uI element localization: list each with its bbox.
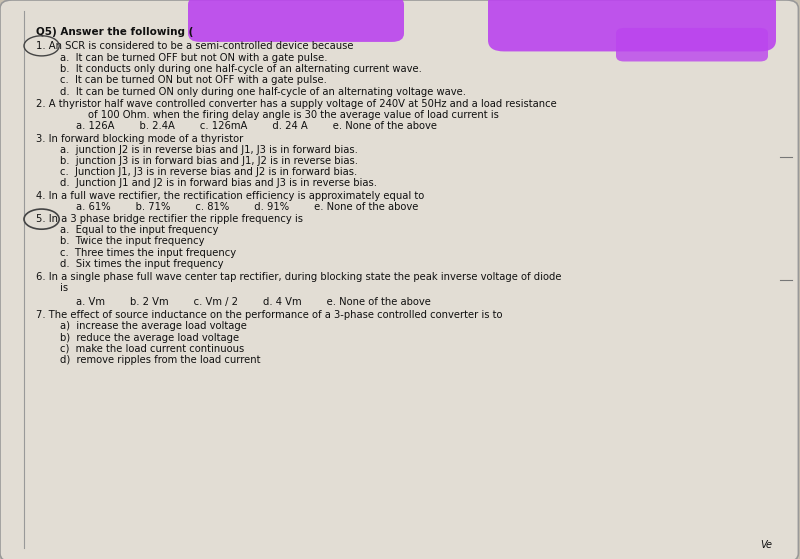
Text: 1. An SCR is considered to be a semi-controlled device because: 1. An SCR is considered to be a semi-con… — [36, 41, 354, 51]
Text: b)  reduce the average load voltage: b) reduce the average load voltage — [60, 333, 239, 343]
Text: c.  Three times the input frequency: c. Three times the input frequency — [60, 248, 236, 258]
Text: a.  junction J2 is in reverse bias and J1, J3 is in forward bias.: a. junction J2 is in reverse bias and J1… — [60, 145, 358, 155]
Text: a. Vm        b. 2 Vm        c. Vm / 2        d. 4 Vm        e. None of the above: a. Vm b. 2 Vm c. Vm / 2 d. 4 Vm e. None … — [76, 297, 431, 307]
Text: a. 61%        b. 71%        c. 81%        d. 91%        e. None of the above: a. 61% b. 71% c. 81% d. 91% e. None of t… — [76, 202, 418, 212]
Text: d.  Six times the input frequency: d. Six times the input frequency — [60, 259, 223, 269]
Text: b.  Twice the input frequency: b. Twice the input frequency — [60, 236, 205, 247]
Text: b.  It conducts only during one half-cycle of an alternating current wave.: b. It conducts only during one half-cycl… — [60, 64, 422, 74]
Text: 2. A thyristor half wave controlled converter has a supply voltage of 240V at 50: 2. A thyristor half wave controlled conv… — [36, 99, 557, 109]
Text: 3. In forward blocking mode of a thyristor: 3. In forward blocking mode of a thyrist… — [36, 134, 243, 144]
Text: a.  It can be turned OFF but not ON with a gate pulse.: a. It can be turned OFF but not ON with … — [60, 53, 327, 63]
Text: d.  Junction J1 and J2 is in forward bias and J3 is in reverse bias.: d. Junction J1 and J2 is in forward bias… — [60, 178, 377, 188]
Text: c.  Junction J1, J3 is in reverse bias and J2 is in forward bias.: c. Junction J1, J3 is in reverse bias an… — [60, 167, 358, 177]
Text: 7. The effect of source inductance on the performance of a 3-phase controlled co: 7. The effect of source inductance on th… — [36, 310, 502, 320]
FancyBboxPatch shape — [616, 28, 768, 61]
Text: 6. In a single phase full wave center tap rectifier, during blocking state the p: 6. In a single phase full wave center ta… — [36, 272, 562, 282]
FancyBboxPatch shape — [488, 0, 776, 51]
Text: 5. In a 3 phase bridge rectifier the ripple frequency is: 5. In a 3 phase bridge rectifier the rip… — [36, 214, 303, 224]
Text: a)  increase the average load voltage: a) increase the average load voltage — [60, 321, 247, 331]
Text: Q5) Answer the following (: Q5) Answer the following ( — [36, 27, 194, 37]
Text: a.  Equal to the input frequency: a. Equal to the input frequency — [60, 225, 218, 235]
FancyBboxPatch shape — [188, 0, 404, 42]
Text: is: is — [60, 283, 68, 293]
Text: of 100 Ohm. when the firing delay angle is 30 the average value of load current : of 100 Ohm. when the firing delay angle … — [88, 110, 499, 120]
Text: c)  make the load current continuous: c) make the load current continuous — [60, 344, 244, 354]
Text: d)  remove ripples from the load current: d) remove ripples from the load current — [60, 355, 261, 365]
Text: c.  It can be turned ON but not OFF with a gate pulse.: c. It can be turned ON but not OFF with … — [60, 75, 327, 86]
Text: 4. In a full wave rectifier, the rectification efficiency is approximately equal: 4. In a full wave rectifier, the rectifi… — [36, 191, 424, 201]
Text: d.  It can be turned ON only during one half-cycle of an alternating voltage wav: d. It can be turned ON only during one h… — [60, 87, 466, 97]
Text: a. 126A        b. 2.4A        c. 126mA        d. 24 A        e. None of the abov: a. 126A b. 2.4A c. 126mA d. 24 A e. None… — [76, 121, 437, 131]
Text: Ve: Ve — [760, 540, 772, 550]
Text: b.  junction J3 is in forward bias and J1, J2 is in reverse bias.: b. junction J3 is in forward bias and J1… — [60, 156, 358, 166]
